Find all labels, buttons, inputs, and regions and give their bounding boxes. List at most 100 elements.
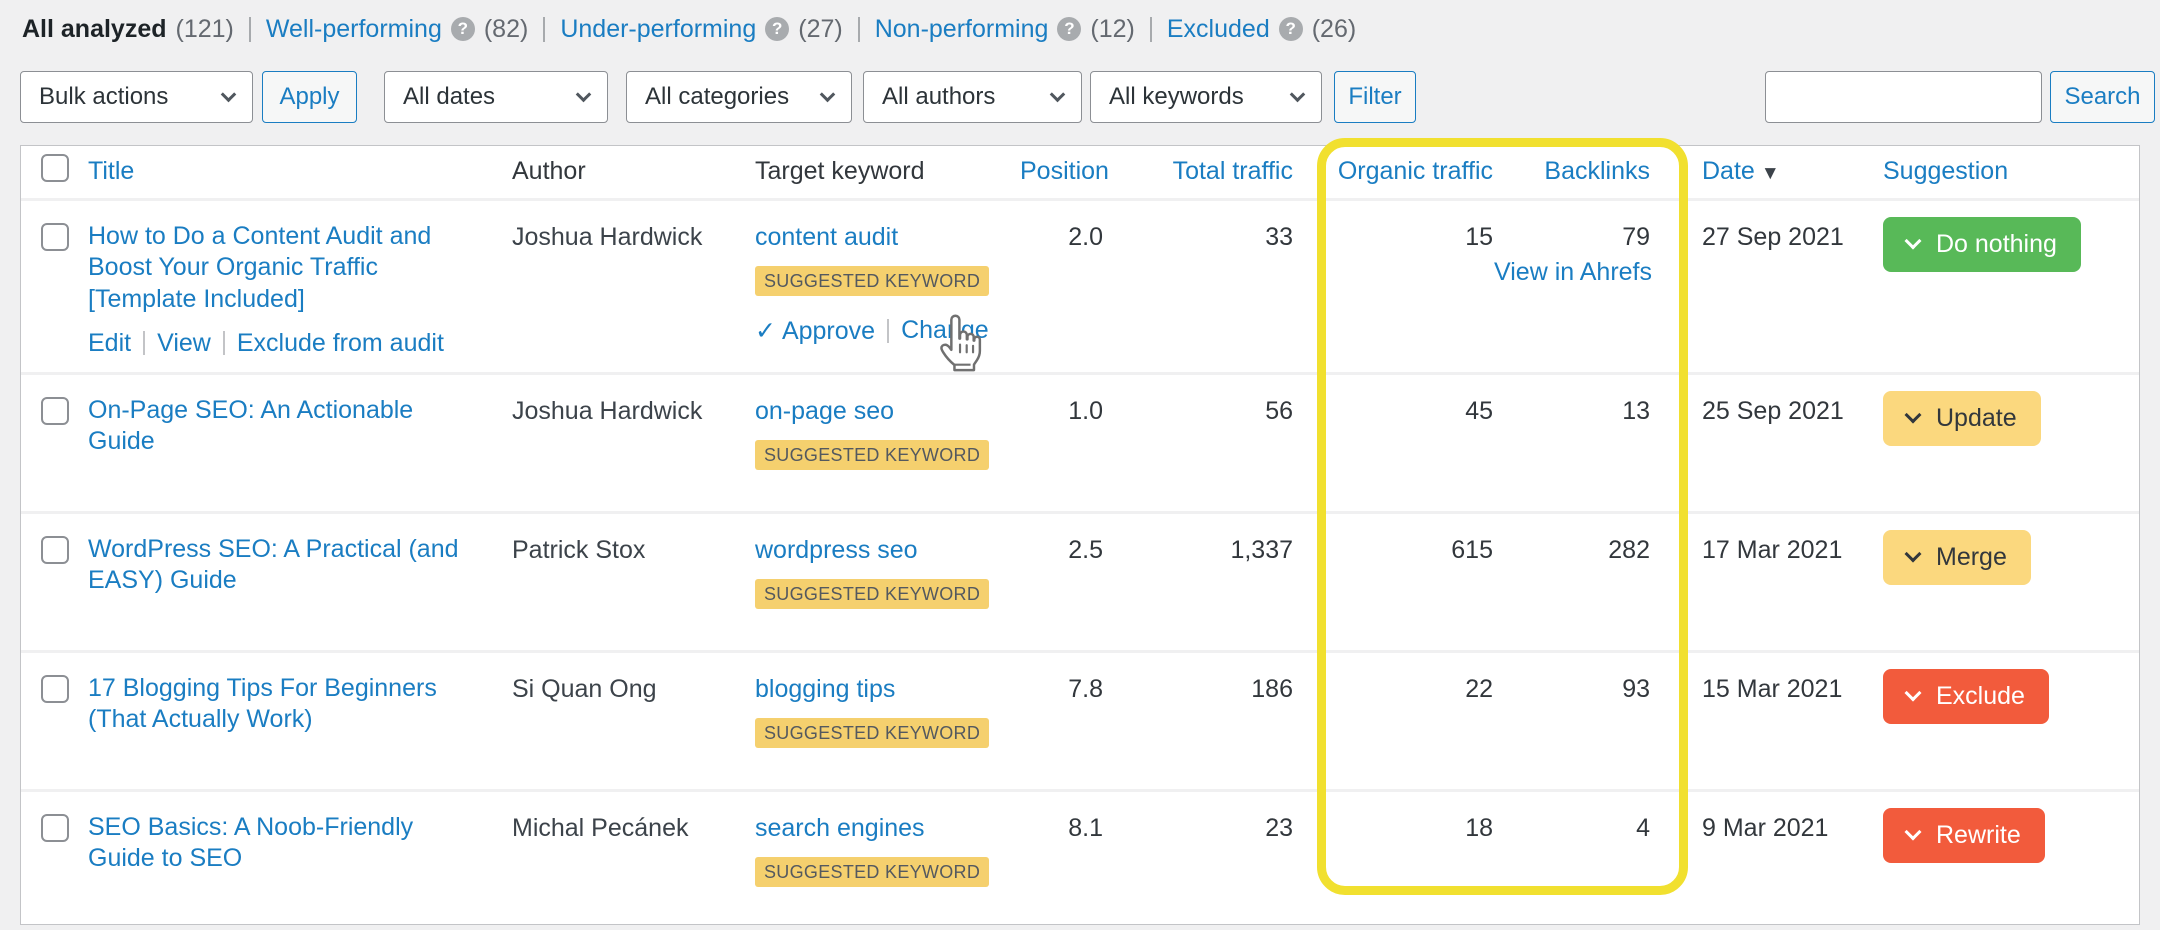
view-link-all-analyzed[interactable]: All analyzed — [22, 14, 167, 43]
suggested-keyword-badge: SUGGESTED KEYWORD — [755, 717, 990, 748]
suggestion-button-update[interactable]: Update — [1883, 390, 2041, 446]
column-header-organic-traffic[interactable]: Organic traffic — [1337, 157, 1493, 186]
suggestion-button-exclude[interactable]: Exclude — [1883, 668, 2049, 724]
row-checkbox[interactable] — [41, 674, 69, 703]
chevron-down-icon — [1904, 823, 1922, 840]
view-count: (121) — [175, 14, 234, 43]
row-checkbox[interactable] — [41, 535, 69, 564]
edit-link[interactable]: Edit — [88, 328, 132, 357]
view-in-ahrefs-link[interactable]: View in Ahrefs — [1494, 257, 1652, 286]
author-cell: Patrick Stox — [512, 512, 755, 653]
table-row: 17 Blogging Tips For Beginners (That Act… — [21, 651, 2139, 792]
separator — [543, 16, 546, 42]
column-header-title[interactable]: Title — [88, 157, 135, 186]
post-title-link[interactable]: WordPress SEO: A Practical (and EASY) Gu… — [88, 534, 459, 595]
position-cell: 2.0 — [1020, 199, 1115, 375]
suggestion-button-rewrite[interactable]: Rewrite — [1883, 807, 2045, 863]
view-count: (12) — [1090, 14, 1135, 43]
view-count: (82) — [483, 14, 529, 43]
chevron-down-icon — [575, 86, 592, 102]
separator — [222, 331, 225, 356]
approve-keyword-link[interactable]: ✓ Approve — [755, 316, 876, 345]
row-checkbox[interactable] — [41, 396, 69, 425]
view-count: (26) — [1311, 14, 1357, 43]
exclude-from-audit-link[interactable]: Exclude from audit — [236, 328, 444, 357]
date-cell: 27 Sep 2021 — [1662, 199, 1880, 375]
target-keyword-link[interactable]: blogging tips — [755, 674, 896, 703]
target-keyword-link[interactable]: content audit — [755, 222, 899, 251]
total-traffic-cell: 186 — [1115, 651, 1305, 792]
view-link-well-performing[interactable]: Well-performing — [265, 14, 442, 43]
search-button[interactable]: Search — [2050, 71, 2155, 123]
dates-filter-select[interactable]: All dates — [384, 71, 608, 123]
authors-filter-select[interactable]: All authors — [863, 71, 1082, 123]
total-traffic-cell: 33 — [1115, 199, 1305, 375]
date-cell: 9 Mar 2021 — [1702, 813, 1829, 842]
apply-button[interactable]: Apply — [262, 71, 357, 123]
view-under-performing: Under-performing ? (27) — [560, 15, 842, 44]
select-all-checkbox[interactable] — [41, 154, 69, 183]
row-actions: Edit View Exclude from audit — [88, 329, 486, 358]
authors-filter-value: All authors — [882, 83, 996, 110]
chevron-down-icon — [1904, 232, 1922, 249]
date-cell: 17 Mar 2021 — [1662, 512, 1880, 653]
categories-filter-select[interactable]: All categories — [626, 71, 852, 123]
keywords-filter-value: All keywords — [1109, 83, 1244, 110]
organic-traffic-cell: 22 — [1305, 651, 1505, 792]
column-header-keyword: Target keyword — [755, 146, 1020, 201]
chevron-down-icon — [1904, 545, 1922, 562]
total-traffic-cell: 23 — [1265, 813, 1293, 842]
view-excluded: Excluded ? (26) — [1167, 15, 1356, 44]
chevron-down-icon — [1904, 684, 1922, 701]
search-input[interactable] — [1765, 71, 2042, 123]
view-link-non-performing[interactable]: Non-performing — [874, 14, 1049, 43]
column-header-position[interactable]: Position — [1020, 157, 1109, 186]
view-well-performing: Well-performing ? (82) — [266, 15, 528, 44]
table-row: On-Page SEO: An Actionable Guide Joshua … — [21, 373, 2139, 514]
post-title-link[interactable]: How to Do a Content Audit and Boost Your… — [88, 221, 432, 314]
categories-filter-value: All categories — [645, 83, 790, 110]
suggested-keyword-badge: SUGGESTED KEYWORD — [755, 265, 990, 296]
view-link-excluded[interactable]: Excluded — [1166, 14, 1270, 43]
column-header-author: Author — [512, 146, 755, 201]
author-cell: Joshua Hardwick — [512, 373, 755, 514]
help-icon[interactable]: ? — [450, 17, 475, 41]
column-header-total-traffic[interactable]: Total traffic — [1172, 157, 1293, 186]
backlinks-cell: 79 — [1622, 222, 1650, 251]
post-title-link[interactable]: On-Page SEO: An Actionable Guide — [88, 395, 414, 456]
target-keyword-link[interactable]: wordpress seo — [755, 535, 918, 564]
suggestion-button-do-nothing[interactable]: Do nothing — [1883, 216, 2081, 272]
table-row: SEO Basics: A Noob-Friendly Guide to SEO… — [21, 790, 2139, 926]
row-checkbox[interactable] — [41, 222, 69, 251]
help-icon[interactable]: ? — [1057, 17, 1082, 41]
bulk-actions-select[interactable]: Bulk actions — [20, 71, 253, 123]
column-header-date[interactable]: Date ▼ — [1702, 157, 1780, 186]
view-count: (27) — [798, 14, 843, 43]
post-title-link[interactable]: 17 Blogging Tips For Beginners (That Act… — [88, 673, 437, 734]
column-header-suggestion[interactable]: Suggestion — [1883, 157, 2009, 186]
view-link-under-performing[interactable]: Under-performing — [560, 14, 757, 43]
suggestion-button-merge[interactable]: Merge — [1883, 529, 2031, 585]
target-keyword-link[interactable]: on-page seo — [755, 396, 895, 425]
row-checkbox[interactable] — [41, 813, 69, 842]
date-cell: 25 Sep 2021 — [1662, 373, 1880, 514]
posts-table: Title Author Target keyword Position Tot… — [20, 145, 2140, 925]
table-header-row: Title Author Target keyword Position Tot… — [21, 146, 2139, 201]
separator — [857, 16, 860, 42]
view-link[interactable]: View — [157, 328, 211, 357]
total-traffic-cell: 1,337 — [1115, 512, 1305, 653]
backlinks-cell: 4 — [1636, 813, 1650, 842]
help-icon[interactable]: ? — [1278, 17, 1303, 41]
chevron-down-icon — [1049, 86, 1066, 102]
dates-filter-value: All dates — [403, 83, 496, 110]
total-traffic-cell: 56 — [1115, 373, 1305, 514]
target-keyword-link[interactable]: search engines — [755, 813, 925, 842]
post-title-link[interactable]: SEO Basics: A Noob-Friendly Guide to SEO — [88, 812, 414, 873]
change-keyword-link[interactable]: Change — [901, 316, 989, 344]
column-header-backlinks[interactable]: Backlinks — [1544, 157, 1650, 186]
keywords-filter-select[interactable]: All keywords — [1090, 71, 1322, 123]
help-icon[interactable]: ? — [765, 17, 790, 41]
keyword-actions: ✓ Approve Change — [755, 316, 1020, 346]
filter-button[interactable]: Filter — [1334, 71, 1416, 123]
separator — [1149, 16, 1152, 42]
